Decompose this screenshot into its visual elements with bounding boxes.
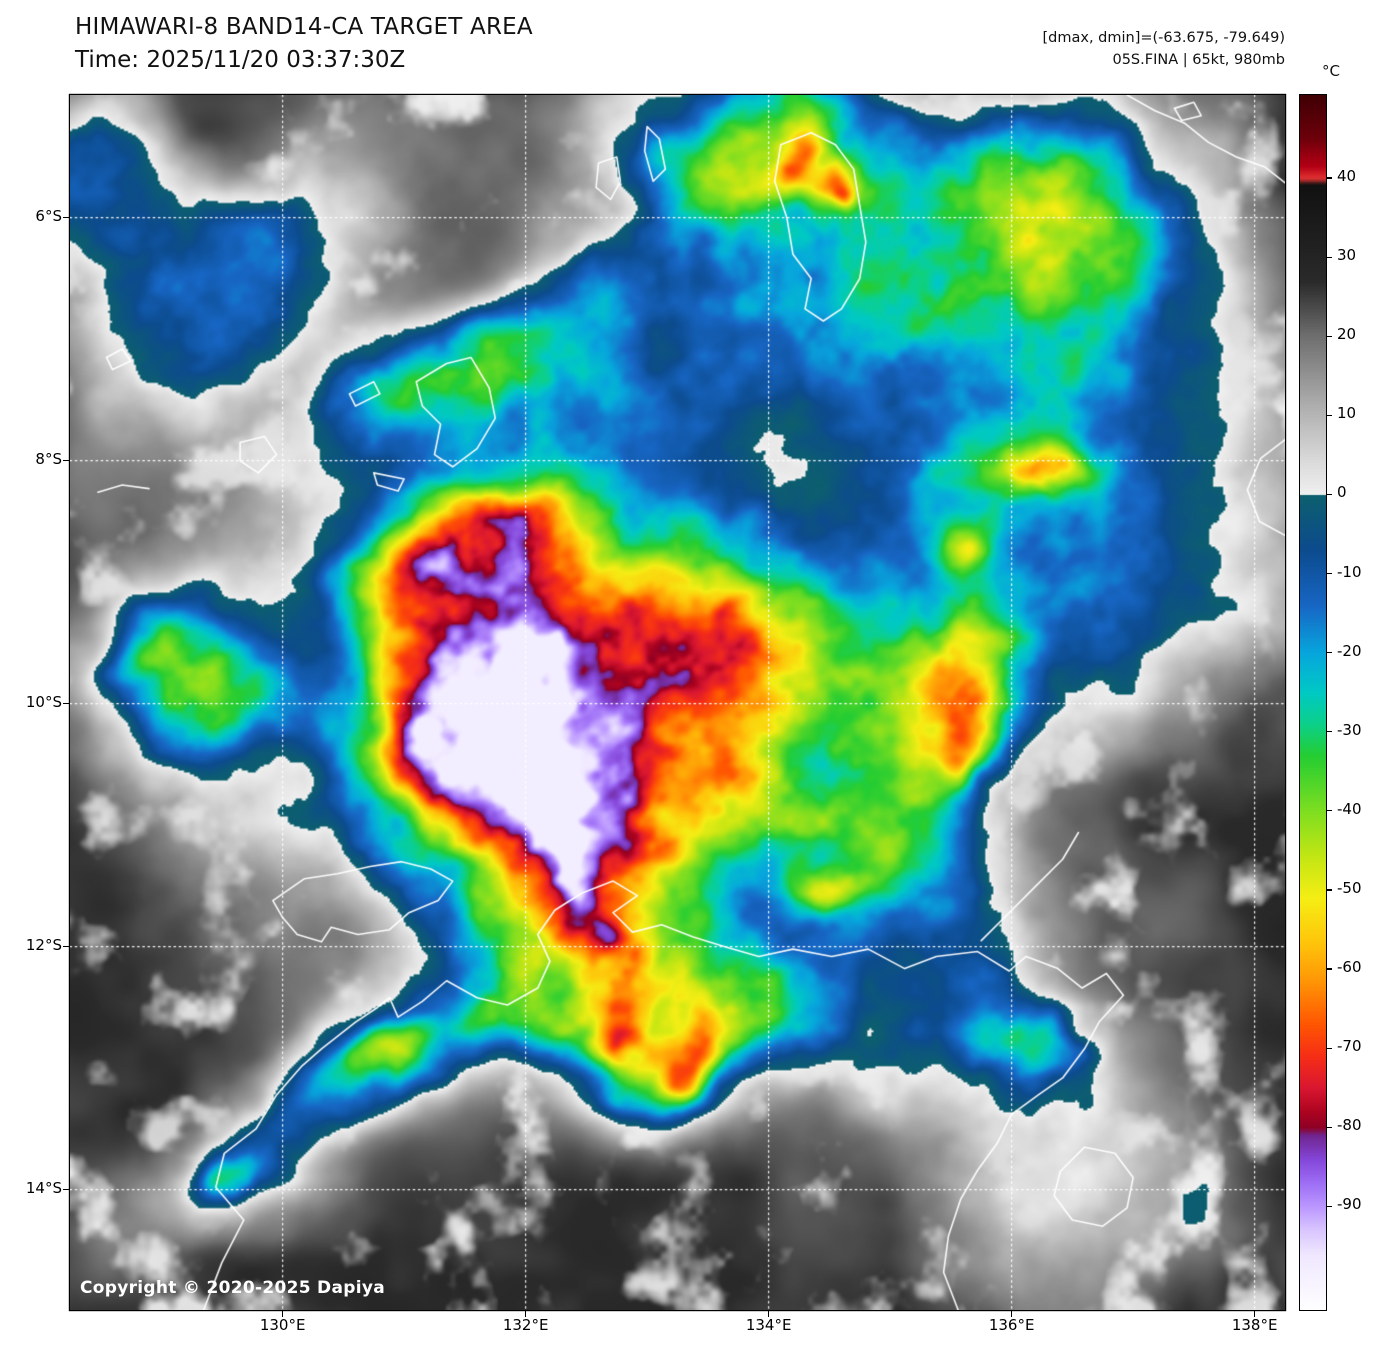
colorbar-tick-mark <box>1326 1047 1332 1049</box>
dmax-dmin-annotation: [dmax, dmin]=(-63.675, -79.649) <box>1042 30 1286 46</box>
colorbar-tick-label: 40 <box>1337 167 1357 186</box>
colorbar-tick-label: -60 <box>1337 958 1362 977</box>
colorbar <box>1300 95 1326 1310</box>
colorbar-tick-label: -20 <box>1337 641 1362 660</box>
lat-tick-mark <box>63 703 70 705</box>
colorbar-tick-label: -70 <box>1337 1037 1362 1056</box>
colorbar-tick-label: 0 <box>1337 483 1347 502</box>
colorbar-tick-mark <box>1326 889 1332 891</box>
colorbar-tick-mark <box>1326 256 1332 258</box>
lon-tick-mark <box>768 1310 770 1317</box>
colorbar-tick-mark <box>1326 731 1332 733</box>
colorbar-tick-mark <box>1326 810 1332 812</box>
lon-tick-label: 138°E <box>1231 1316 1278 1334</box>
colorbar-tick-mark <box>1326 414 1332 416</box>
lat-tick-mark <box>63 946 70 948</box>
colorbar-tick-mark <box>1326 493 1332 496</box>
lon-tick-label: 132°E <box>502 1316 549 1334</box>
colorbar-tick-label: -50 <box>1337 878 1362 897</box>
copyright-label: Copyright © 2020-2025 Dapiya <box>80 1278 385 1298</box>
colorbar-tick-label: 20 <box>1337 325 1357 344</box>
colorbar-tick-mark <box>1326 177 1332 179</box>
colorbar-tick-label: -40 <box>1337 799 1362 818</box>
lon-tick-mark <box>1254 1310 1256 1317</box>
colorbar-tick-mark <box>1326 652 1332 654</box>
colorbar-tick-mark <box>1326 572 1332 575</box>
lon-tick-mark <box>525 1310 527 1317</box>
lat-tick-label: 6°S <box>35 206 62 225</box>
product-time: Time: 2025/11/20 03:37:30Z <box>75 47 406 73</box>
lat-tick-mark <box>63 217 70 219</box>
lon-tick-mark <box>282 1310 284 1317</box>
lon-tick-mark <box>1011 1310 1013 1317</box>
map-plot-area: Copyright © 2020-2025 Dapiya <box>70 95 1285 1310</box>
lon-tick-label: 130°E <box>259 1316 306 1334</box>
lat-tick-label: 10°S <box>25 692 62 711</box>
lat-tick-label: 8°S <box>35 449 62 468</box>
product-title: HIMAWARI-8 BAND14-CA TARGET AREA <box>75 14 533 40</box>
colorbar-unit-label: °C <box>1322 62 1340 80</box>
coastline-grid-overlay-canvas <box>70 95 1285 1310</box>
lat-tick-mark <box>63 1189 70 1191</box>
colorbar-tick-label: -10 <box>1337 562 1362 581</box>
colorbar-tick-label: -30 <box>1337 720 1362 739</box>
lat-tick-label: 14°S <box>25 1178 62 1197</box>
colorbar-tick-label: -80 <box>1337 1116 1362 1135</box>
colorbar-tick-mark <box>1326 335 1332 337</box>
storm-info-annotation: 05S.FINA | 65kt, 980mb <box>1112 52 1285 68</box>
lon-tick-label: 134°E <box>745 1316 792 1334</box>
colorbar-tick-label: 30 <box>1337 246 1357 265</box>
colorbar-tick-label: 10 <box>1337 404 1357 423</box>
colorbar-tick-mark <box>1326 1205 1332 1207</box>
colorbar-tick-mark <box>1326 968 1332 970</box>
colorbar-tick-label: -90 <box>1337 1195 1362 1214</box>
colorbar-tick-mark <box>1326 1126 1332 1128</box>
lon-tick-label: 136°E <box>988 1316 1035 1334</box>
lat-tick-mark <box>63 460 70 462</box>
lat-tick-label: 12°S <box>25 935 62 954</box>
